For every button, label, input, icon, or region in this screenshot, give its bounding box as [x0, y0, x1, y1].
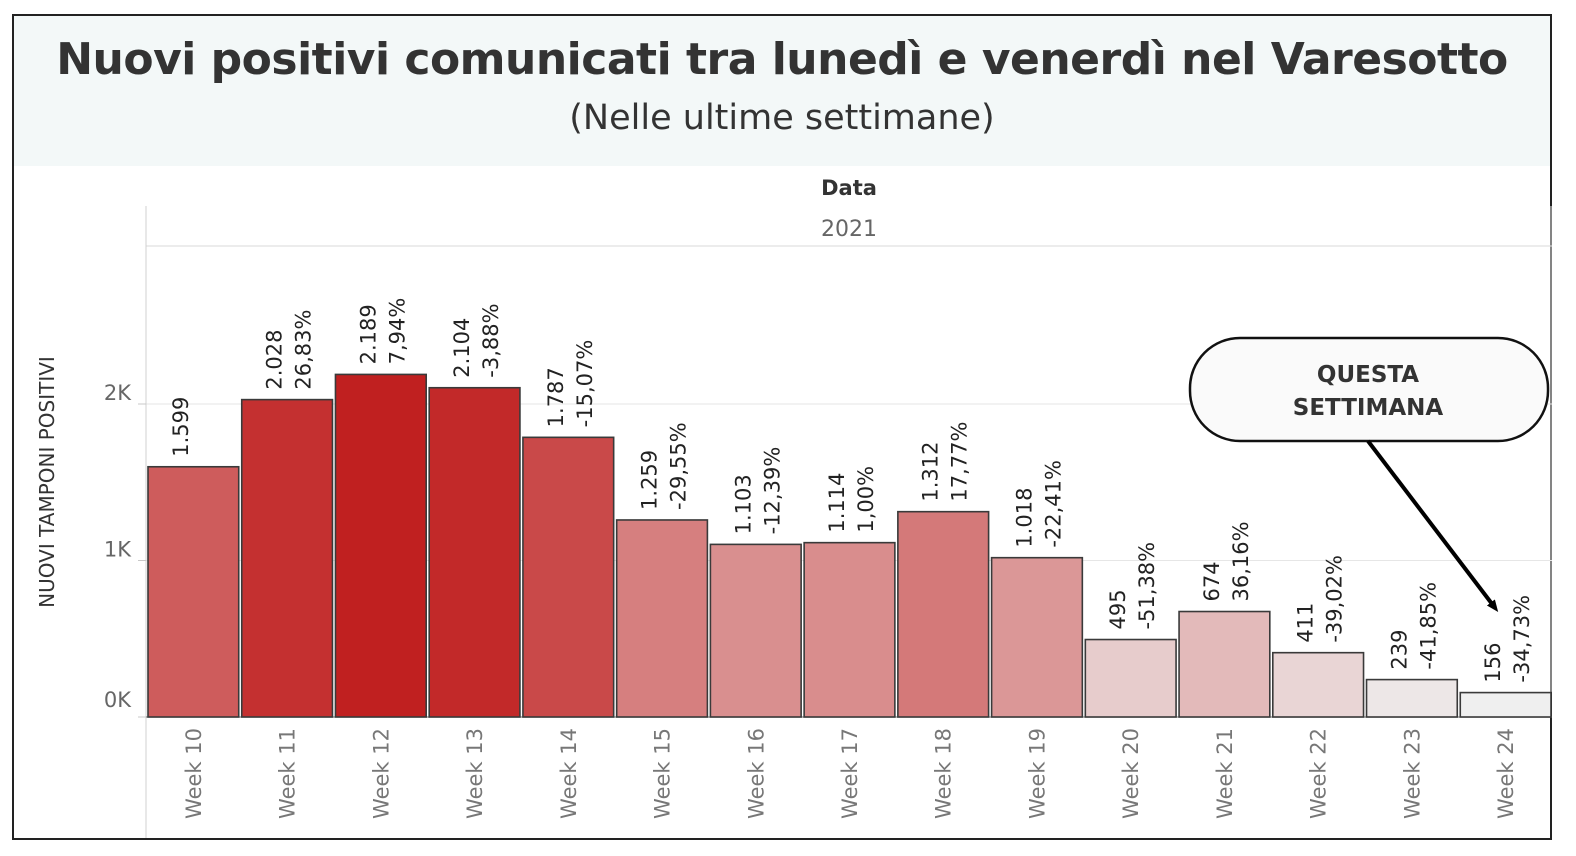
bar-week-12 [334, 373, 428, 718]
bar-week-19 [990, 556, 1084, 718]
bar-week-15 [615, 519, 709, 718]
x-tick-labels: Week 10 Week 11 Week 12 Week 13 Week 14 Week … [182, 728, 1518, 819]
value-label: 1.114 [825, 473, 849, 533]
x-tick-label: Week 10 [182, 728, 206, 819]
chart-title: Nuovi positivi comunicati tra lunedì e v… [56, 34, 1508, 85]
change-label: -3,88% [479, 303, 503, 377]
bar-week-13 [428, 386, 521, 718]
bar-week-18 [897, 510, 990, 718]
x-tick-label: Week 23 [1400, 728, 1424, 819]
year-header: 2021 [821, 217, 877, 242]
change-label: -15,07% [573, 340, 597, 428]
change-label: -29,55% [667, 422, 691, 510]
x-tick-label: Week 20 [1119, 728, 1143, 819]
value-label: 156 [1481, 642, 1505, 682]
bars [147, 373, 1552, 718]
value-label: 239 [1387, 630, 1411, 670]
value-label: 411 [1294, 603, 1318, 643]
x-tick-label: Week 14 [557, 728, 581, 819]
value-label: 1.018 [1012, 488, 1036, 548]
value-label: 1.312 [919, 442, 943, 502]
bar-week-20 [1084, 638, 1177, 718]
change-label: -12,39% [760, 447, 784, 535]
value-label: 1.787 [544, 367, 568, 427]
y-tick-label: 1K [104, 538, 132, 562]
change-label: -41,85% [1416, 582, 1440, 670]
bar-week-21 [1178, 610, 1271, 718]
x-tick-label: Week 17 [838, 728, 862, 819]
change-label: -34,73% [1510, 595, 1534, 683]
change-label: 36,16% [1229, 521, 1253, 601]
y-axis-label: NUOVI TAMPONI POSITIVI [35, 356, 59, 608]
bar-week-14 [522, 436, 615, 718]
callout-bubble [1188, 336, 1550, 443]
bar-week-10 [147, 465, 240, 718]
x-tick-label: Week 12 [369, 728, 393, 819]
x-tick-label: Week 15 [651, 728, 675, 819]
x-tick-label: Week 18 [932, 728, 956, 819]
data-labels: 1.599 2.028 26,83% 2.189 7,94% 2.104 -3,88% 1.7… [169, 298, 1534, 683]
bar-week-17 [803, 541, 896, 718]
bar-week-22 [1272, 651, 1365, 718]
x-tick-label: Week 21 [1213, 728, 1237, 819]
value-label: 1.599 [169, 397, 193, 457]
x-tick-label: Week 22 [1307, 728, 1331, 819]
value-label: 2.028 [263, 329, 287, 389]
change-label: 7,94% [385, 298, 409, 365]
callout-text-line1: QUESTA [1317, 362, 1419, 388]
value-label: 1.259 [638, 450, 662, 510]
value-label: 1.103 [731, 474, 755, 534]
callout-arrow [1366, 439, 1499, 612]
chart-subtitle: (Nelle ultime settimane) [569, 98, 995, 138]
bar-week-11 [240, 398, 334, 718]
bar-week-24 [1459, 691, 1552, 718]
change-label: -51,38% [1135, 542, 1159, 630]
x-tick-label: Week 11 [276, 728, 300, 819]
y-tick-labels: 0K 1K 2K [104, 381, 146, 718]
value-label: 2.104 [450, 318, 474, 378]
y-tick-label: 2K [104, 381, 132, 405]
callout: QUESTA SETTIMANA [1188, 336, 1550, 612]
bar-week-16 [709, 543, 802, 718]
change-label: -22,41% [1041, 460, 1065, 548]
value-label: 674 [1200, 561, 1224, 601]
change-label: 26,83% [292, 310, 316, 390]
y-tick-label: 0K [104, 688, 132, 712]
bar-week-23 [1365, 678, 1459, 718]
value-label: 495 [1106, 589, 1130, 629]
change-label: 17,77% [948, 422, 972, 502]
value-label: 2.189 [356, 304, 380, 364]
change-label: 1,00% [854, 466, 878, 533]
callout-text-line2: SETTIMANA [1293, 395, 1444, 421]
column-header: Data [821, 176, 877, 200]
x-tick-label: Week 24 [1494, 728, 1518, 819]
title-band: Nuovi positivi comunicati tra lunedì e v… [14, 16, 1550, 166]
x-tick-label: Week 13 [463, 728, 487, 819]
x-tick-label: Week 19 [1025, 728, 1049, 819]
change-label: -39,02% [1323, 555, 1347, 643]
x-tick-label: Week 16 [744, 728, 768, 819]
